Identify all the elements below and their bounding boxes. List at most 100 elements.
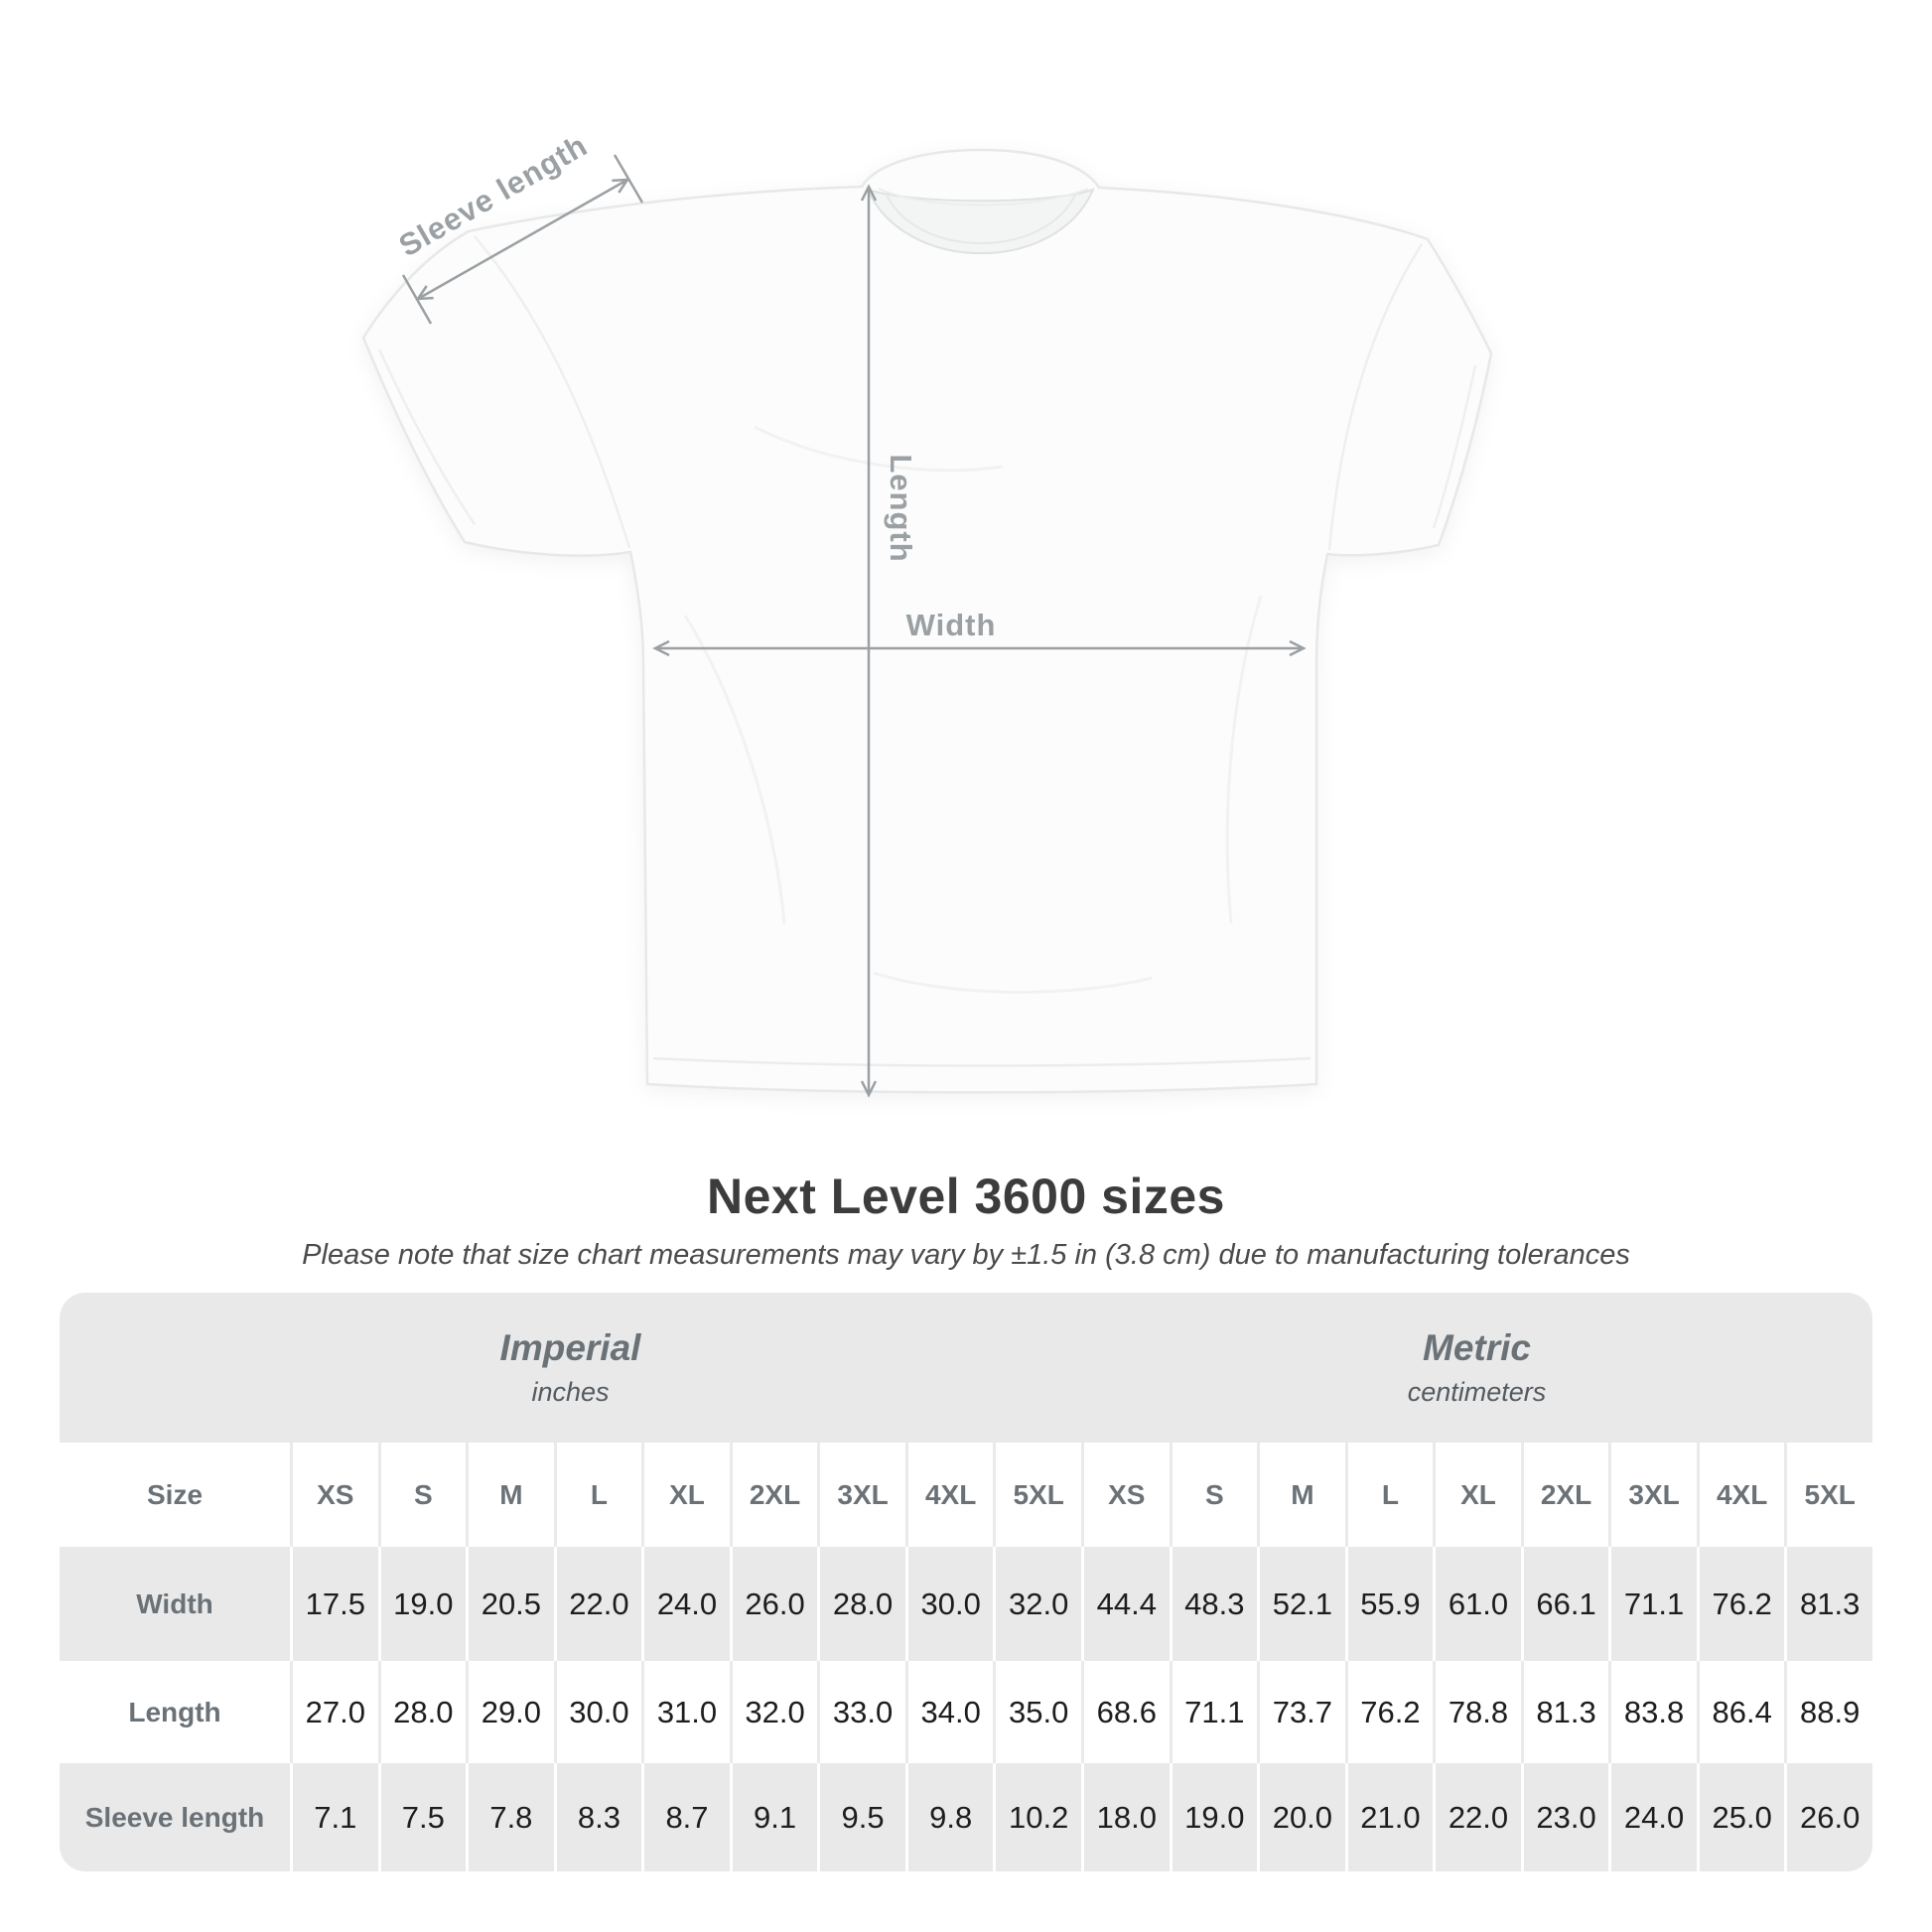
table-cell: 78.8 bbox=[1433, 1661, 1521, 1763]
table-cell: 81.3 bbox=[1520, 1661, 1609, 1763]
table-cell: 26.0 bbox=[729, 1547, 818, 1661]
row-label-width: Width bbox=[136, 1587, 213, 1619]
metric-unit: centimeters bbox=[1407, 1377, 1547, 1407]
table-cell: 9.8 bbox=[904, 1763, 994, 1871]
table-cell: 35.0 bbox=[993, 1661, 1081, 1763]
right-cuff-stitch bbox=[1432, 364, 1477, 529]
table-cell: 7.1 bbox=[290, 1763, 378, 1871]
table-cell: 28.0 bbox=[377, 1661, 467, 1763]
table-cell: 71.1 bbox=[1169, 1661, 1258, 1763]
length-label: Length bbox=[884, 454, 918, 562]
imperial-group-header: Imperial inches bbox=[60, 1293, 1081, 1443]
size-col-header: M bbox=[466, 1443, 554, 1547]
table-cell: 32.0 bbox=[729, 1661, 818, 1763]
table-cell: 29.0 bbox=[466, 1661, 554, 1763]
size-col-header: 5XL bbox=[993, 1443, 1081, 1547]
table-cell: 55.9 bbox=[1344, 1547, 1434, 1661]
table-cell: 81.3 bbox=[1784, 1547, 1872, 1661]
table-cell: 52.1 bbox=[1257, 1547, 1345, 1661]
collar-opening bbox=[866, 188, 1095, 254]
tshirt-size-diagram: Sleeve length Length Width bbox=[361, 128, 1493, 1098]
size-col-header: S bbox=[377, 1443, 467, 1547]
sleeve-arrow-end-tick bbox=[613, 154, 644, 204]
table-cell: 7.5 bbox=[377, 1763, 467, 1871]
table-cell: 76.2 bbox=[1344, 1661, 1434, 1763]
table-cell: 18.0 bbox=[1081, 1763, 1170, 1871]
metric-label: Metric bbox=[1423, 1327, 1531, 1368]
page-title: Next Level 3600 sizes bbox=[707, 1169, 1225, 1224]
table-cell: 68.6 bbox=[1081, 1661, 1170, 1763]
table-cell: 61.0 bbox=[1433, 1547, 1521, 1661]
table-cell: 8.7 bbox=[641, 1763, 730, 1871]
table-cell: 9.5 bbox=[817, 1763, 905, 1871]
imperial-label: Imperial bbox=[499, 1327, 641, 1368]
size-col-header: M bbox=[1257, 1443, 1345, 1547]
table-cell: 25.0 bbox=[1696, 1763, 1785, 1871]
left-cuff-stitch bbox=[377, 348, 477, 525]
table-cell: 31.0 bbox=[641, 1661, 730, 1763]
table-cell: 23.0 bbox=[1520, 1763, 1609, 1871]
row-label-length: Length bbox=[60, 1661, 290, 1763]
size-row-header: Size bbox=[60, 1443, 290, 1547]
table-cell: 76.2 bbox=[1696, 1547, 1785, 1661]
table-cell: 33.0 bbox=[817, 1661, 905, 1763]
table-cell: 30.0 bbox=[553, 1661, 642, 1763]
right-armhole-seam bbox=[1327, 243, 1424, 551]
table-cell: 21.0 bbox=[1344, 1763, 1434, 1871]
size-col-header: 5XL bbox=[1784, 1443, 1872, 1547]
size-col-header: L bbox=[553, 1443, 642, 1547]
table-cell: 48.3 bbox=[1169, 1547, 1258, 1661]
collar-back-seam bbox=[878, 188, 1089, 207]
table-cell: 28.0 bbox=[817, 1547, 905, 1661]
table-cell: 34.0 bbox=[904, 1661, 994, 1763]
table-cell: 24.0 bbox=[641, 1547, 730, 1661]
table-cell: 20.5 bbox=[466, 1547, 554, 1661]
size-col-header: XL bbox=[641, 1443, 730, 1547]
table-cell: 71.1 bbox=[1608, 1547, 1697, 1661]
table-cell: 44.4 bbox=[1081, 1547, 1170, 1661]
table-cell: 32.0 bbox=[993, 1547, 1081, 1661]
table-cell: 86.4 bbox=[1696, 1661, 1785, 1763]
size-col-header: 4XL bbox=[904, 1443, 994, 1547]
imperial-unit: inches bbox=[531, 1377, 610, 1407]
table-cell: 7.8 bbox=[466, 1763, 554, 1871]
hem-stitch bbox=[652, 1056, 1311, 1067]
collar-band-seam bbox=[885, 192, 1077, 244]
sleeve-arrow-end-tick bbox=[401, 274, 433, 325]
table-cell: 17.5 bbox=[290, 1547, 378, 1661]
sleeve-length-arrow bbox=[415, 178, 630, 301]
table-cell: 30.0 bbox=[904, 1547, 994, 1661]
size-col-header: XS bbox=[1081, 1443, 1170, 1547]
size-table: Imperial inches Metric centimeters Size … bbox=[60, 1293, 1872, 1871]
table-cell: 19.0 bbox=[1169, 1763, 1258, 1871]
table-cell: 27.0 bbox=[290, 1661, 378, 1763]
metric-group-header: Metric centimeters bbox=[1081, 1293, 1872, 1443]
table-cell: 66.1 bbox=[1520, 1547, 1609, 1661]
table-cell: 10.2 bbox=[993, 1763, 1081, 1871]
heading: Next Level 3600 sizes Please note that s… bbox=[0, 1168, 1932, 1272]
table-cell: 22.0 bbox=[1433, 1763, 1521, 1871]
size-col-header: 2XL bbox=[1520, 1443, 1609, 1547]
table-cell: 9.1 bbox=[729, 1763, 818, 1871]
size-col-header: XS bbox=[290, 1443, 378, 1547]
tolerance-note: Please note that size chart measurements… bbox=[302, 1239, 1630, 1271]
table-cell: 22.0 bbox=[553, 1547, 642, 1661]
width-label: Width bbox=[906, 608, 997, 642]
size-col-header: 4XL bbox=[1696, 1443, 1785, 1547]
table-cell: 20.0 bbox=[1257, 1763, 1345, 1871]
size-col-header: L bbox=[1344, 1443, 1434, 1547]
size-col-header: XL bbox=[1433, 1443, 1521, 1547]
table-cell: 26.0 bbox=[1784, 1763, 1872, 1871]
size-col-header: 3XL bbox=[817, 1443, 905, 1547]
size-col-header: 2XL bbox=[729, 1443, 818, 1547]
table-cell: 19.0 bbox=[377, 1547, 467, 1661]
row-label-sleeve-length: Sleeve length bbox=[84, 1801, 265, 1833]
size-col-header: S bbox=[1169, 1443, 1258, 1547]
table-cell: 73.7 bbox=[1257, 1661, 1345, 1763]
table-cell: 88.9 bbox=[1784, 1661, 1872, 1763]
table-cell: 24.0 bbox=[1608, 1763, 1697, 1871]
size-col-header: 3XL bbox=[1608, 1443, 1697, 1547]
table-cell: 8.3 bbox=[553, 1763, 642, 1871]
tshirt-body bbox=[361, 148, 1493, 1094]
